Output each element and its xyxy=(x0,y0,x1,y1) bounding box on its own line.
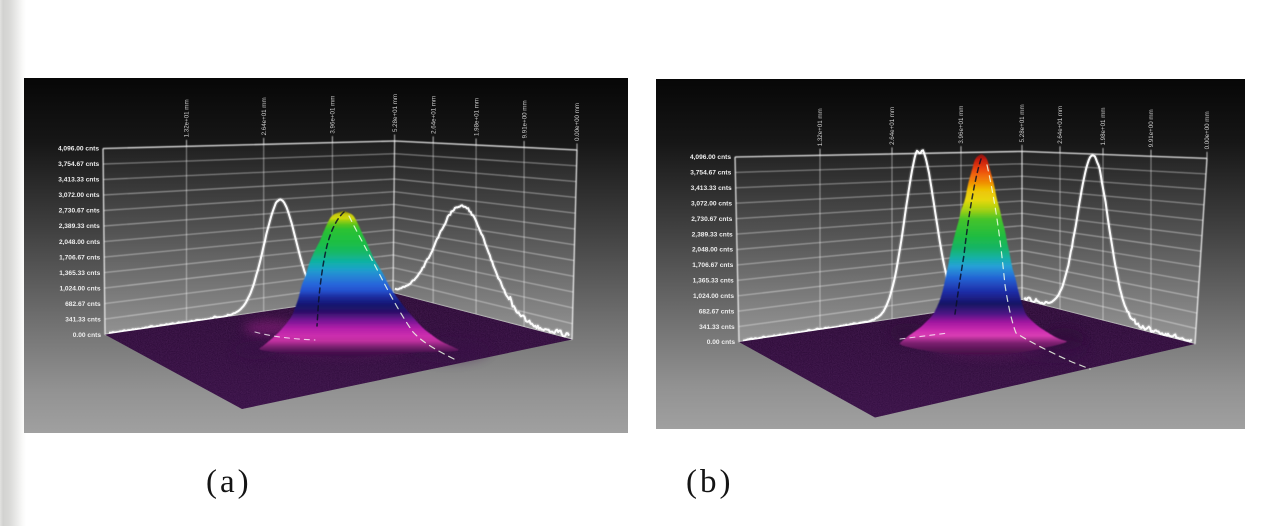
svg-text:0.00e+00 mm: 0.00e+00 mm xyxy=(1204,111,1211,149)
svg-text:2,048.00 cnts: 2,048.00 cnts xyxy=(59,239,100,246)
svg-text:5.28e+01 mm: 5.28e+01 mm xyxy=(1019,104,1026,142)
svg-text:2,730.67 cnts: 2,730.67 cnts xyxy=(691,216,732,223)
svg-text:0.00 cnts: 0.00 cnts xyxy=(707,339,736,346)
svg-text:1,024.00 cnts: 1,024.00 cnts xyxy=(59,285,100,292)
svg-text:1,365.33 cnts: 1,365.33 cnts xyxy=(693,278,734,285)
svg-text:1.32e+01 mm: 1.32e+01 mm xyxy=(184,99,191,137)
svg-text:2.64e+01 mm: 2.64e+01 mm xyxy=(261,97,268,135)
svg-text:0.00e+00 mm: 0.00e+00 mm xyxy=(574,103,581,141)
svg-text:3.96e+01 mm: 3.96e+01 mm xyxy=(958,106,965,144)
svg-text:2,048.00 cnts: 2,048.00 cnts xyxy=(692,247,733,254)
svg-text:2,389.33 cnts: 2,389.33 cnts xyxy=(692,231,733,238)
svg-text:4,096.00 cnts: 4,096.00 cnts xyxy=(58,146,99,153)
svg-text:682.67 cnts: 682.67 cnts xyxy=(699,308,735,315)
svg-text:2,389.33 cnts: 2,389.33 cnts xyxy=(59,223,100,230)
svg-text:2.64e+01 mm: 2.64e+01 mm xyxy=(430,96,437,134)
svg-text:1.98e+01 mm: 1.98e+01 mm xyxy=(1100,107,1107,145)
svg-text:3,072.00 cnts: 3,072.00 cnts xyxy=(58,192,99,199)
svg-text:5.28e+01 mm: 5.28e+01 mm xyxy=(392,94,399,132)
svg-text:341.33 cnts: 341.33 cnts xyxy=(65,316,101,323)
svg-text:1,706.67 cnts: 1,706.67 cnts xyxy=(59,254,100,261)
svg-text:2.64e+01 mm: 2.64e+01 mm xyxy=(1057,106,1064,144)
svg-text:0.00 cnts: 0.00 cnts xyxy=(73,332,102,339)
svg-text:9.91e+00 mm: 9.91e+00 mm xyxy=(1148,109,1155,147)
svg-text:3,072.00 cnts: 3,072.00 cnts xyxy=(691,201,732,208)
svg-text:2,730.67 cnts: 2,730.67 cnts xyxy=(59,208,100,215)
svg-text:3,413.33 cnts: 3,413.33 cnts xyxy=(58,177,99,184)
svg-text:2.64e+01 mm: 2.64e+01 mm xyxy=(889,107,896,145)
svg-text:1,706.67 cnts: 1,706.67 cnts xyxy=(692,262,733,269)
svg-text:3,754.67 cnts: 3,754.67 cnts xyxy=(690,170,731,177)
svg-text:3,754.67 cnts: 3,754.67 cnts xyxy=(58,161,99,168)
svg-text:3,413.33 cnts: 3,413.33 cnts xyxy=(691,185,732,192)
svg-text:3.96e+01 mm: 3.96e+01 mm xyxy=(330,96,337,134)
svg-text:1.98e+01 mm: 1.98e+01 mm xyxy=(473,98,480,136)
svg-text:1,365.33 cnts: 1,365.33 cnts xyxy=(59,270,100,277)
svg-text:4,096.00 cnts: 4,096.00 cnts xyxy=(690,154,731,161)
svg-text:9.91e+00 mm: 9.91e+00 mm xyxy=(521,100,528,138)
svg-text:1.32e+01 mm: 1.32e+01 mm xyxy=(817,108,824,146)
svg-text:341.33 cnts: 341.33 cnts xyxy=(699,324,735,331)
svg-text:1,024.00 cnts: 1,024.00 cnts xyxy=(693,293,734,300)
svg-text:682.67 cnts: 682.67 cnts xyxy=(65,301,101,308)
